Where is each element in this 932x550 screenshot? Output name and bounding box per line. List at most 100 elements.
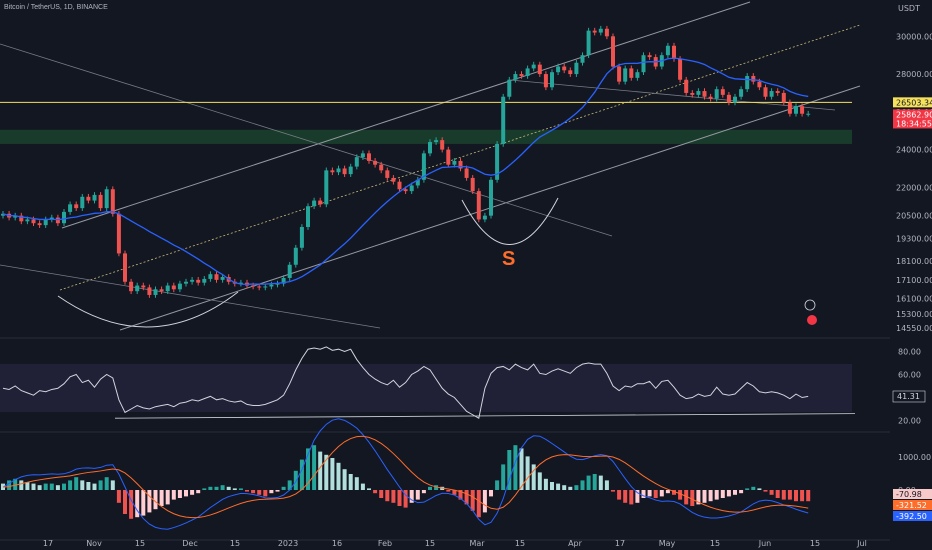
- macd-histogram-bar: [43, 483, 48, 490]
- candle: [342, 168, 347, 175]
- candle: [129, 281, 134, 292]
- candle: [733, 96, 737, 103]
- macd-histogram-bar: [702, 490, 707, 503]
- macd-histogram-bar: [177, 490, 182, 498]
- macd-histogram-bar: [116, 490, 121, 503]
- candle: [177, 283, 182, 290]
- price-tag: [893, 118, 932, 129]
- macd-histogram-bar: [739, 490, 744, 494]
- candle: [275, 283, 280, 285]
- y-tick-label: 15300.00: [896, 310, 932, 319]
- candle: [385, 170, 390, 178]
- candle: [580, 55, 585, 63]
- candle: [714, 89, 719, 99]
- trend-line: [0, 264, 381, 329]
- macd-histogram-bar: [251, 490, 256, 494]
- macd-histogram-bar: [232, 488, 237, 490]
- lightning-icon[interactable]: [804, 299, 816, 311]
- macd-histogram-bar: [269, 490, 274, 494]
- candle: [446, 149, 451, 165]
- candle: [519, 74, 524, 76]
- candle: [299, 226, 304, 248]
- macd-histogram-bar: [348, 474, 353, 490]
- candle: [171, 285, 176, 290]
- candle: [31, 219, 36, 224]
- macd-histogram-bar: [367, 488, 371, 490]
- macd-histogram-bar: [275, 490, 280, 492]
- macd-histogram-bar: [501, 464, 506, 490]
- macd-histogram-bar: [574, 485, 579, 490]
- macd-histogram-bar: [409, 490, 414, 503]
- candle: [354, 157, 359, 167]
- candle: [202, 278, 207, 283]
- candle: [434, 140, 439, 143]
- macd-histogram-bar: [543, 478, 548, 490]
- macd-histogram-bar: [763, 490, 768, 492]
- macd-histogram-bar: [757, 488, 762, 490]
- macd-histogram-bar: [80, 480, 85, 490]
- candle: [269, 284, 274, 287]
- candle: [312, 200, 317, 207]
- macd-histogram-bar: [391, 490, 396, 503]
- candle: [800, 106, 805, 114]
- macd-histogram-bar: [653, 490, 658, 498]
- macd-histogram-bar: [123, 490, 127, 514]
- candle: [165, 285, 170, 292]
- currency-label: USDT: [898, 4, 920, 13]
- macd-histogram-bar: [647, 490, 652, 497]
- candle: [757, 81, 762, 88]
- macd-histogram-bar: [562, 485, 567, 490]
- candle: [293, 247, 298, 265]
- x-tick-label: 15: [135, 539, 145, 548]
- candle: [379, 164, 384, 171]
- candle: [495, 143, 500, 180]
- macd-tag: [893, 489, 932, 499]
- chart-title: Bitcoin / TetherUS, 1D, BINANCE: [4, 4, 108, 11]
- macd-histogram-bar: [19, 480, 24, 490]
- candle: [763, 87, 768, 97]
- macd-tag-label: -392.50: [896, 512, 927, 521]
- candle: [452, 160, 457, 165]
- macd-histogram-bar: [62, 483, 66, 490]
- candle: [208, 274, 213, 279]
- candle: [592, 30, 597, 33]
- candle: [281, 277, 286, 284]
- signal-line: [2, 435, 809, 519]
- curve-annotation: [461, 197, 559, 245]
- macd-histogram-bar: [190, 490, 195, 495]
- macd-histogram-bar: [629, 490, 634, 505]
- candle: [190, 279, 195, 282]
- macd-histogram-bar: [31, 483, 36, 490]
- macd-histogram-bar: [580, 480, 585, 490]
- candle: [458, 160, 463, 169]
- macd-histogram-bar: [153, 490, 158, 510]
- candle: [586, 30, 591, 56]
- candle: [287, 264, 292, 278]
- candle: [159, 289, 164, 292]
- x-tick-label: 2023: [278, 539, 298, 548]
- rsi-band: [0, 364, 852, 412]
- macd-histogram-bar: [519, 448, 524, 490]
- macd-histogram-bar: [354, 477, 359, 490]
- macd-histogram-bar: [507, 450, 512, 490]
- x-tick-label: 15: [710, 539, 720, 548]
- candle: [464, 168, 469, 178]
- candle: [769, 91, 774, 97]
- rsi-tag-label: 41.31: [897, 392, 920, 401]
- macd-histogram-bar: [537, 472, 542, 490]
- x-tick-label: Jul: [856, 539, 867, 548]
- macd-histogram-bar: [598, 475, 603, 490]
- macd-histogram-bar: [13, 478, 18, 490]
- flag-icon[interactable]: [807, 315, 817, 325]
- macd-histogram-bar: [708, 490, 713, 502]
- macd-histogram-bar: [800, 490, 805, 502]
- y-tick-label: 16100.00: [896, 295, 932, 304]
- macd-tag: [893, 511, 932, 521]
- macd-histogram-bar: [464, 490, 469, 505]
- candle: [598, 28, 603, 33]
- y-tick-label: 30000.00: [896, 32, 932, 41]
- x-tick-label: 15: [230, 539, 240, 548]
- macd-histogram-bar: [787, 490, 792, 500]
- candle: [62, 211, 66, 224]
- curve-annotation: [57, 291, 239, 328]
